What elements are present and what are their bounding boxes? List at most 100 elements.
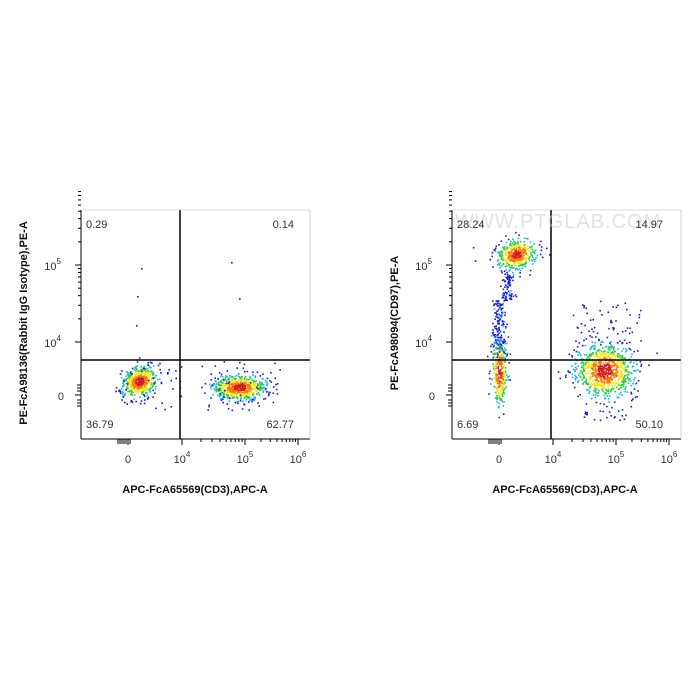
event-dot (501, 373, 504, 375)
event-dot (239, 298, 241, 300)
event-dot (628, 347, 631, 350)
event-dot (257, 391, 259, 394)
event-dot (602, 386, 604, 388)
event-dot (502, 376, 505, 379)
event-dot (580, 358, 583, 360)
event-dot (501, 395, 504, 397)
event-dot (608, 373, 610, 375)
event-dot (129, 386, 132, 388)
event-dot (217, 394, 219, 397)
event-dot (234, 386, 236, 389)
event-dot (600, 385, 602, 388)
event-dot (609, 368, 611, 370)
event-dot (571, 376, 574, 379)
event-dot (496, 380, 498, 383)
event-dot (138, 387, 140, 389)
event-dot (143, 375, 145, 378)
event-dot (511, 267, 514, 269)
quadrant-gate[interactable] (81, 210, 310, 439)
event-dot (618, 369, 621, 371)
event-dot (496, 374, 499, 377)
event-dot (504, 280, 506, 283)
event-dot (149, 374, 151, 376)
event-dot (617, 353, 619, 355)
event-dot (590, 367, 592, 369)
event-dot (612, 327, 614, 329)
event-dot (232, 393, 235, 396)
event-dot (512, 259, 515, 262)
event-dot (231, 391, 234, 393)
event-dot (598, 356, 601, 358)
event-dot (262, 373, 264, 375)
event-dot (503, 246, 505, 249)
event-dot (611, 360, 613, 363)
event-dot (580, 366, 583, 369)
event-dot (248, 390, 251, 393)
event-dot (249, 384, 251, 386)
event-dot (134, 375, 137, 377)
event-dot (577, 351, 580, 353)
event-dot (611, 345, 613, 347)
event-dot (498, 394, 500, 397)
event-dot (528, 257, 530, 259)
event-dot (493, 336, 496, 339)
event-dot (585, 354, 588, 356)
event-dot (534, 258, 537, 261)
event-dot (500, 251, 502, 253)
event-dot (631, 372, 633, 375)
event-dot (125, 375, 127, 378)
event-dot (600, 365, 602, 368)
event-dot (509, 254, 511, 257)
event-dot (152, 396, 154, 398)
event-dot (497, 339, 499, 342)
event-dot (519, 270, 522, 272)
event-dot (502, 292, 505, 295)
event-dot (626, 342, 628, 345)
event-dot (574, 369, 576, 371)
event-dot (225, 384, 228, 387)
event-dot (231, 262, 233, 264)
event-dot (123, 378, 125, 381)
event-dot (523, 237, 526, 239)
event-dot (608, 398, 610, 400)
quadrant-gate[interactable] (452, 210, 681, 439)
event-dot (495, 339, 497, 341)
event-dot (569, 371, 571, 374)
event-dot (239, 389, 241, 392)
event-dot (509, 279, 512, 281)
event-dot (599, 364, 601, 366)
event-dot (600, 354, 602, 357)
event-dot (586, 413, 588, 416)
event-dot (577, 395, 579, 398)
quadrant-upper-right: 0.14 (273, 219, 294, 231)
event-dot (640, 340, 642, 342)
event-dot (503, 392, 505, 395)
event-dot (498, 376, 500, 379)
event-dot (129, 371, 132, 373)
event-dot (604, 357, 606, 359)
event-dot (585, 403, 588, 405)
event-dot (132, 385, 134, 387)
event-dot (222, 382, 224, 384)
event-dot (624, 361, 626, 364)
event-dot (628, 379, 630, 381)
event-dot (239, 398, 242, 401)
event-dot (603, 384, 606, 387)
event-dot (500, 337, 502, 339)
event-dot (523, 241, 525, 243)
event-dot (126, 386, 128, 389)
event-dot (585, 358, 588, 360)
event-dot (251, 392, 254, 394)
event-dot (247, 401, 250, 403)
event-dot (629, 314, 631, 316)
event-dot (593, 383, 595, 386)
event-dot (143, 385, 146, 387)
event-dot (504, 286, 506, 288)
event-dot (621, 350, 623, 352)
event-dot (238, 373, 240, 375)
event-dot (513, 253, 516, 255)
event-dot (135, 391, 137, 393)
event-dot (253, 399, 255, 402)
event-dot (224, 388, 226, 391)
event-dot (495, 315, 497, 318)
